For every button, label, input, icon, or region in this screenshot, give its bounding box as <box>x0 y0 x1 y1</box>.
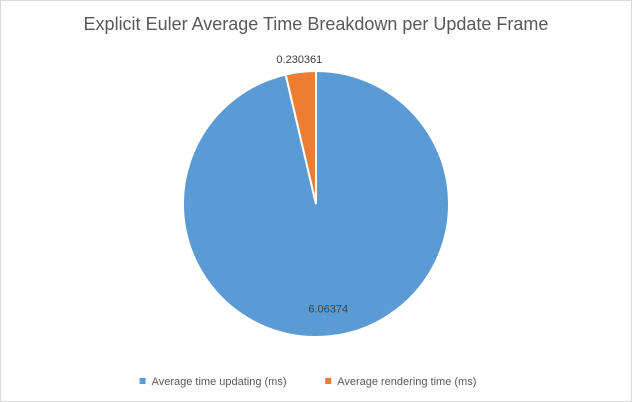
legend-swatch-1 <box>139 378 146 384</box>
legend-swatch-2 <box>325 378 332 384</box>
chart-title: Explicit Euler Average Time Breakdown pe… <box>84 14 549 34</box>
legend-label-1: Average time updating (ms) <box>152 376 287 388</box>
legend-label-2: Average rendering time (ms) <box>337 376 476 388</box>
legend: Average time updating (ms) Average render… <box>139 376 476 388</box>
data-labels: 6.06374 0.230361 <box>276 54 348 316</box>
pie-slices <box>182 69 450 338</box>
data-label-2: 0.230361 <box>276 54 322 66</box>
pie-slice-2 <box>284 69 317 205</box>
data-label-1: 6.06374 <box>308 304 348 316</box>
